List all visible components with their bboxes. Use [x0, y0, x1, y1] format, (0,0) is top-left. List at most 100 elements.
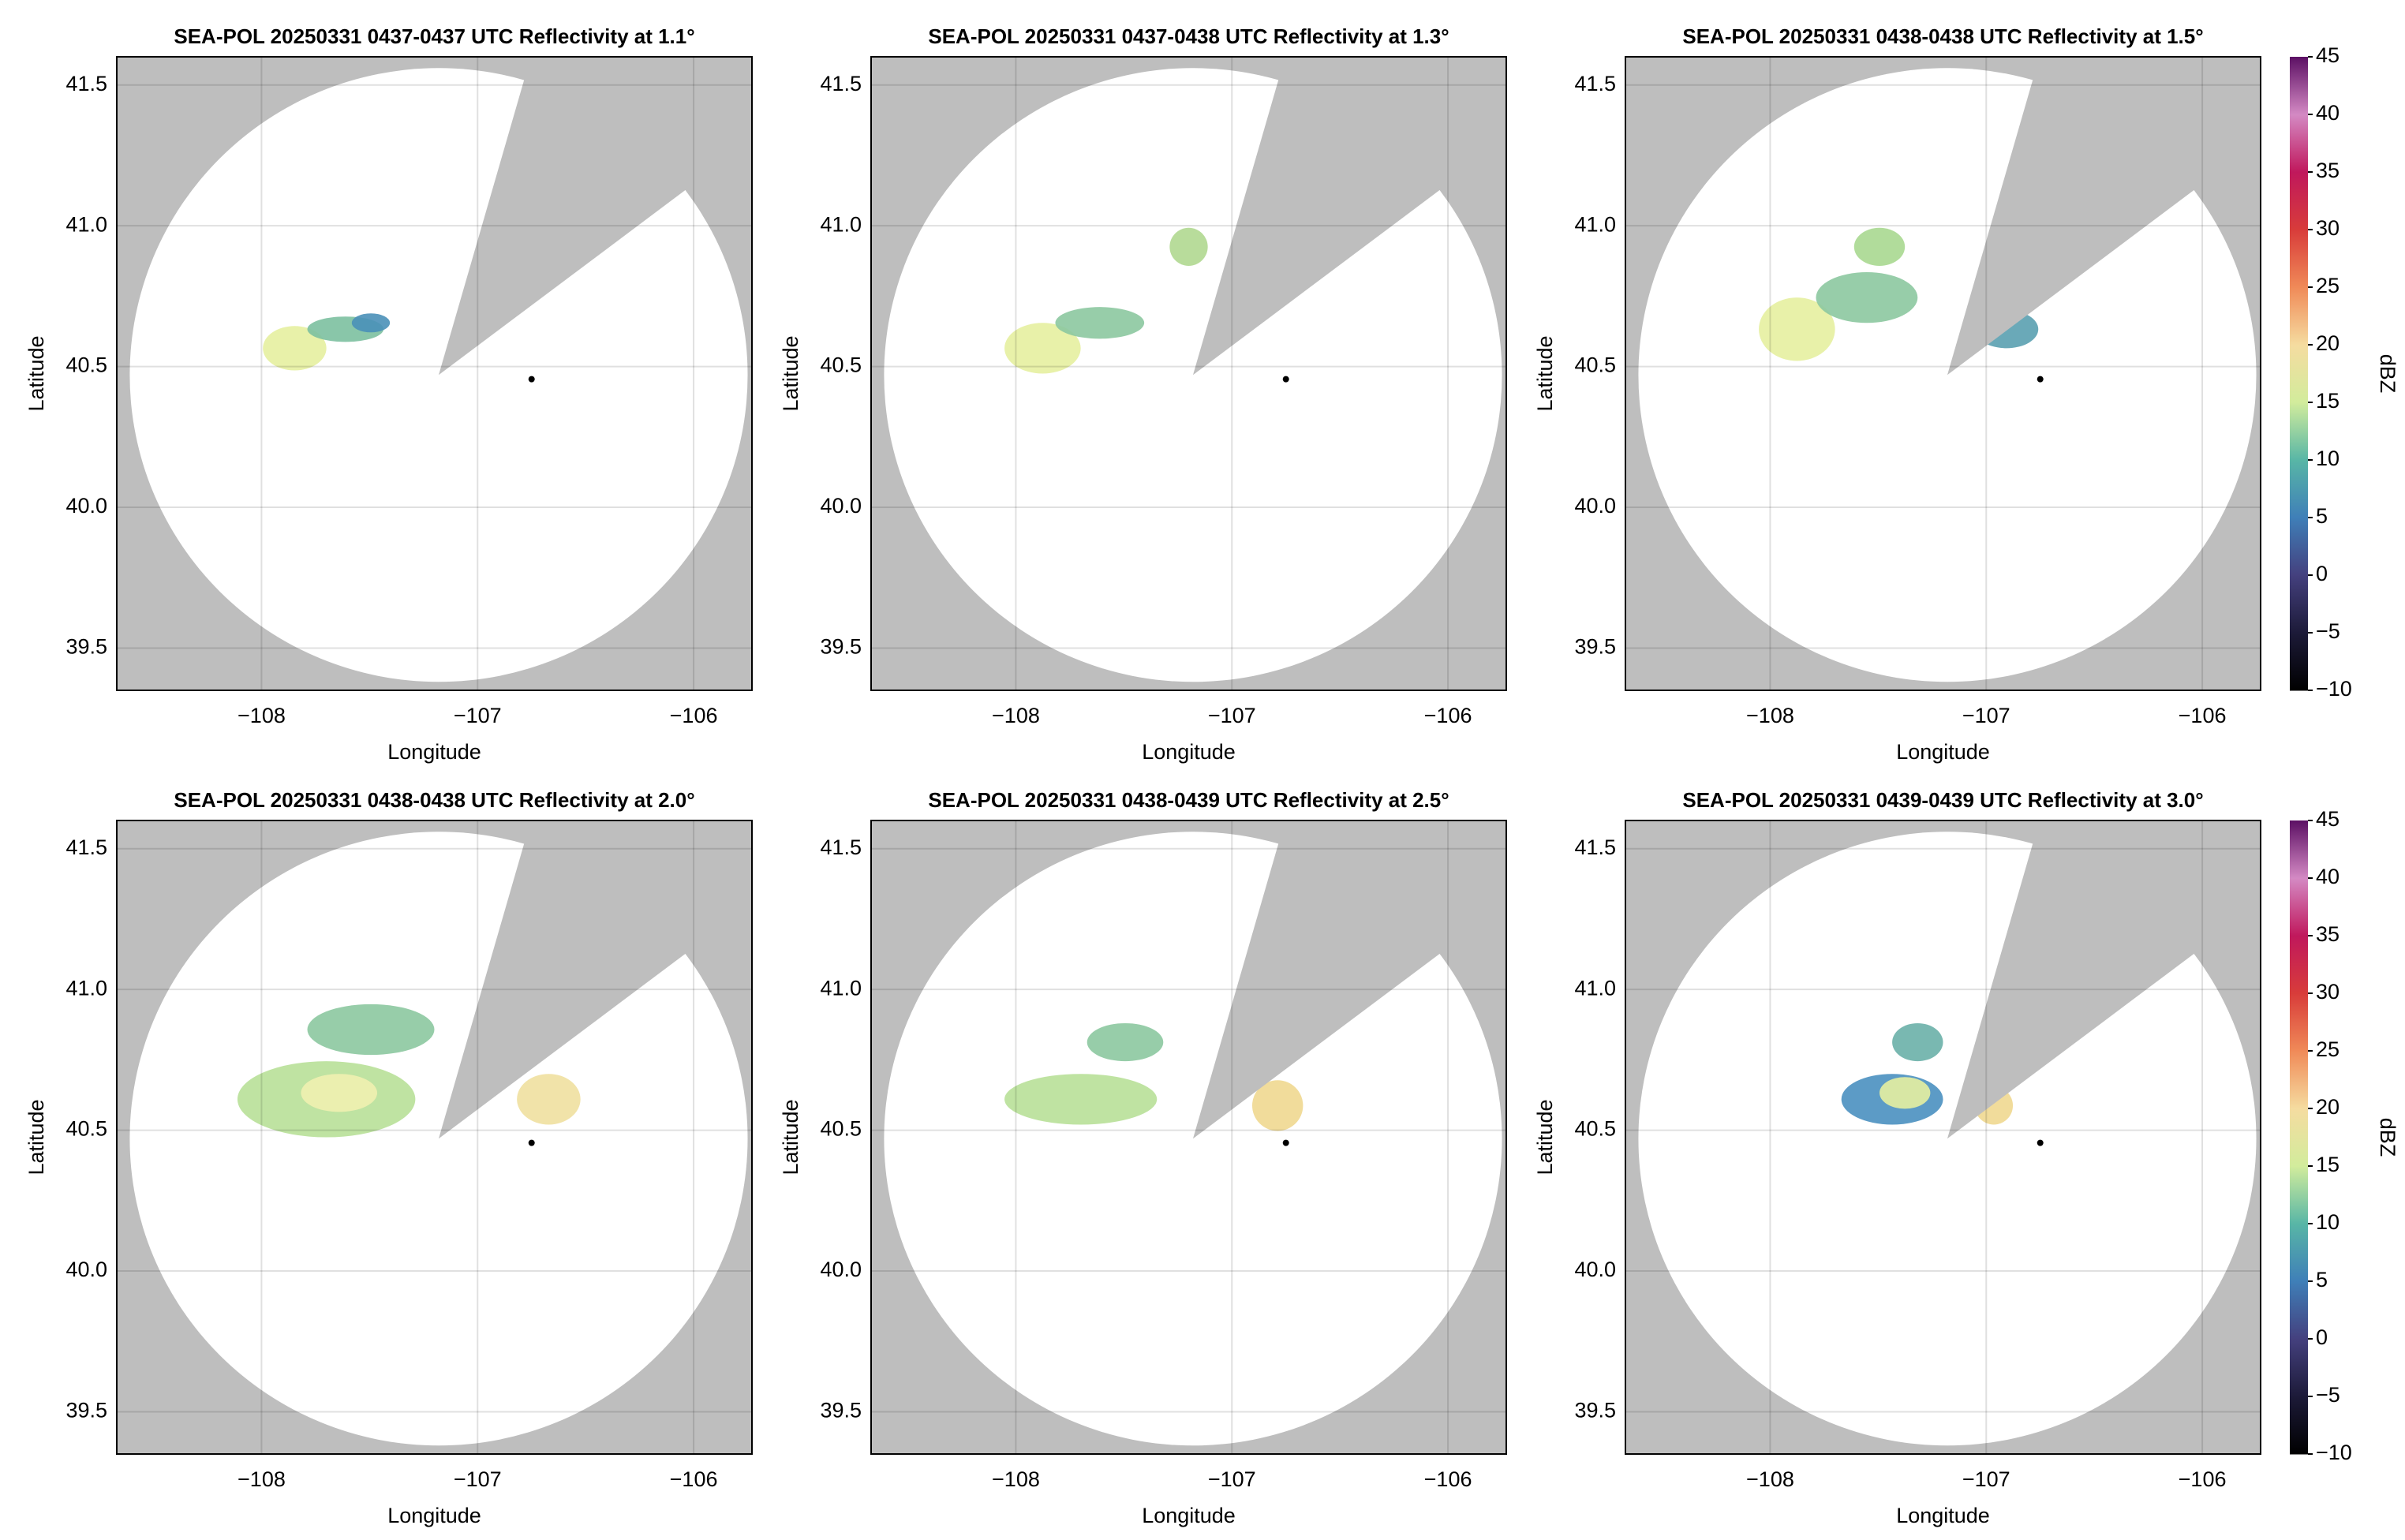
colorbar-segment: [2290, 345, 2308, 403]
colorbar-segment: [2290, 172, 2308, 230]
blocked-sector: [1192, 57, 1506, 376]
colorbar-segment: [2290, 1224, 2308, 1282]
colorbar-segment: [2290, 878, 2308, 936]
colorbar-tick-label: −5: [2316, 619, 2340, 643]
colorbar-segment: [2290, 1396, 2308, 1455]
colorbar-tick-label: 10: [2316, 447, 2340, 470]
blocked-sector: [438, 57, 752, 376]
radar-marker: [2037, 1139, 2044, 1146]
y-tick-label: 41.0: [1574, 976, 1616, 1000]
blocked-sector: [1192, 820, 1506, 1139]
colorbar-tick-label: 20: [2316, 331, 2340, 355]
chart-title: SEA-POL 20250331 0438-0438 UTC Reflectiv…: [174, 788, 694, 812]
y-axis-label: Latitude: [779, 335, 802, 411]
panel: −108 −107 −106 39.5 40.0 40.5 41.0 41.5 SEA-POL …: [24, 24, 753, 764]
echo: [1892, 1022, 1943, 1062]
axes-frame: [1625, 56, 2261, 691]
y-tick-label: 41.5: [820, 72, 862, 95]
y-tick-label: 39.5: [820, 635, 862, 659]
plot-area: [117, 57, 752, 690]
x-tick-label: −107: [1962, 1467, 2010, 1491]
y-tick-label: 41.5: [820, 835, 862, 859]
echo: [351, 313, 391, 333]
colorbar-segment: [2290, 633, 2308, 691]
axes-frame: [870, 56, 1507, 691]
radar-marker: [1282, 1139, 1289, 1146]
x-tick-label: −106: [670, 704, 718, 727]
y-tick-label: 40.0: [1574, 1258, 1616, 1281]
echo: [1853, 227, 1906, 266]
colorbar-tick-label: 45: [2316, 807, 2340, 831]
radar-marker: [528, 1139, 535, 1146]
chart-title: SEA-POL 20250331 0438-0438 UTC Reflectiv…: [1682, 24, 2203, 48]
x-tick-label: −108: [1746, 704, 1794, 727]
colorbar-tick-label: 30: [2316, 216, 2340, 240]
y-tick-label: 41.0: [65, 212, 107, 236]
colorbar-tick-label: −10: [2316, 1441, 2352, 1464]
x-tick-label: −108: [992, 704, 1040, 727]
colorbar-segment: [2290, 1166, 2308, 1224]
colorbar-segment: [2290, 402, 2308, 461]
colorbar-tick-label: 40: [2316, 865, 2340, 888]
x-tick-label: −106: [1424, 704, 1472, 727]
colorbar-segment: [2290, 1281, 2308, 1340]
colorbar-tick-label: 0: [2316, 1325, 2328, 1349]
chart-title: SEA-POL 20250331 0437-0437 UTC Reflectiv…: [174, 24, 694, 48]
colorbar-tick-label: 5: [2316, 1268, 2328, 1291]
colorbar-segment: [2290, 820, 2308, 879]
echo: [517, 1074, 581, 1125]
plot-area: [1625, 57, 2261, 690]
y-tick-label: 40.5: [1574, 1117, 1616, 1141]
blocked-sector: [1947, 57, 2261, 376]
echo: [1879, 1077, 1931, 1109]
plot-area: [117, 820, 752, 1454]
colorbar-tick-label: 30: [2316, 980, 2340, 1004]
colorbar-tick-label: 35: [2316, 922, 2340, 946]
y-tick-label: 40.5: [65, 353, 107, 377]
axes-frame: [116, 820, 753, 1455]
colorbar-segment: [2290, 993, 2308, 1052]
colorbar-tick-label: 5: [2316, 504, 2328, 528]
y-tick-label: 40.5: [1574, 353, 1616, 377]
colorbar-label: dBZ: [2376, 354, 2399, 394]
colorbar-segment: [2290, 114, 2308, 173]
colorbar-segment: [2290, 518, 2308, 576]
x-tick-label: −108: [1746, 1467, 1794, 1491]
y-tick-label: 40.5: [65, 1117, 107, 1141]
radar-marker: [2037, 376, 2044, 383]
colorbar-tick-label: 15: [2316, 389, 2340, 413]
colorbar-tick-label: 35: [2316, 159, 2340, 182]
chart-title: SEA-POL 20250331 0439-0439 UTC Reflectiv…: [1682, 788, 2203, 812]
panel: −108 −107 −106 39.5 40.0 40.5 41.0 41.5 SEA-POL …: [779, 24, 1507, 764]
colorbar-segment: [2290, 1051, 2308, 1109]
y-tick-label: 41.5: [1574, 72, 1616, 95]
echo: [263, 326, 327, 371]
y-tick-label: 41.5: [65, 72, 107, 95]
y-tick-label: 40.0: [820, 1258, 862, 1281]
y-tick-label: 41.5: [1574, 835, 1616, 859]
colorbar-tick-label: 40: [2316, 101, 2340, 125]
panel: −108 −107 −106 39.5 40.0 40.5 41.0 41.5 SEA-POL …: [779, 788, 1507, 1527]
x-axis-label: Longitude: [1896, 1504, 1990, 1527]
panel: −108 −107 −106 39.5 40.0 40.5 41.0 41.5 SEA-POL …: [1533, 788, 2399, 1527]
colorbar-tick-label: −5: [2316, 1383, 2340, 1407]
y-axis-label: Latitude: [1533, 1099, 1557, 1175]
x-tick-label: −108: [238, 704, 286, 727]
y-tick-label: 39.5: [1574, 1399, 1616, 1422]
x-tick-label: −106: [670, 1467, 718, 1491]
echo: [1087, 1022, 1164, 1062]
colorbar-tick-label: 15: [2316, 1153, 2340, 1176]
radar-marker: [1282, 376, 1289, 383]
y-tick-label: 40.5: [820, 1117, 862, 1141]
echo: [1169, 227, 1208, 266]
x-tick-label: −107: [454, 704, 502, 727]
panel: −108 −107 −106 39.5 40.0 40.5 41.0 41.5 SEA-POL …: [1533, 24, 2399, 764]
colorbar-segment: [2290, 460, 2308, 518]
y-tick-label: 40.0: [1574, 494, 1616, 518]
panel: −108 −107 −106 39.5 40.0 40.5 41.0 41.5 SEA-POL …: [24, 788, 753, 1527]
colorbar-tick-label: 20: [2316, 1095, 2340, 1119]
colorbar-segment: [2290, 287, 2308, 346]
y-tick-label: 41.5: [65, 835, 107, 859]
colorbar-tick-label: 25: [2316, 274, 2340, 297]
y-tick-label: 39.5: [1574, 635, 1616, 659]
